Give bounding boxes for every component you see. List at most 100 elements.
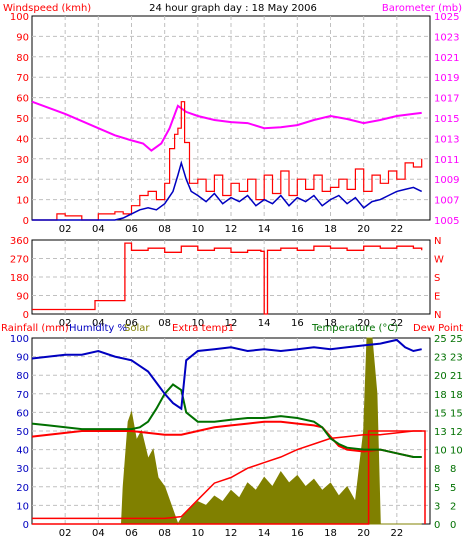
y-tick-label-barometer: 1025 [434, 12, 459, 23]
x-tick-label: 12 [225, 318, 238, 329]
y-tick-label-dew-point: 10 [450, 446, 463, 457]
y-tick-label-direction-degrees: 180 [10, 273, 29, 284]
series-group [31, 337, 426, 526]
grid [32, 16, 430, 220]
series-group [31, 100, 423, 221]
y-tick-label-temperature: 10 [434, 446, 447, 457]
y-tick-label-dew-point: 12 [450, 427, 463, 438]
x-tick-label: 16 [291, 528, 304, 539]
x-tick-label: 18 [324, 224, 337, 235]
x-tick-label: 04 [92, 318, 105, 329]
x-tick-label: 02 [59, 318, 72, 329]
y-tick-label-direction-compass: N [434, 310, 441, 321]
x-tick-label: 08 [158, 318, 171, 329]
series-dew_point-line [31, 420, 422, 458]
y-tick-label-dew-point: 8 [450, 464, 456, 475]
y-tick-label-direction-degrees: 360 [10, 236, 29, 247]
y-tick-label-temperature: 3 [434, 501, 440, 512]
x-tick-label: 14 [258, 224, 271, 235]
legend-extra-temp: Extra temp1 [172, 323, 234, 334]
panel-rain-humidity-temperature: 02 04 06 08 10 12 14 16 18 20 22010203040506070809… [10, 334, 463, 539]
series-humidity-line [31, 338, 422, 411]
windspeed-axis-label: Windspeed (kmh) [3, 3, 91, 14]
x-tick-label: 14 [258, 528, 271, 539]
y-tick-label-windspeed: 20 [16, 175, 29, 186]
x-tick-label: 16 [291, 224, 304, 235]
series-group [32, 242, 423, 315]
y-tick-label-humidity: 20 [16, 483, 29, 494]
x-tick-label: 04 [92, 224, 105, 235]
y-tick-label-temperature: 18 [434, 390, 447, 401]
y-tick-label-windspeed: 30 [16, 155, 29, 166]
x-tick-label: 08 [158, 528, 171, 539]
ticks: 02 04 06 08 10 12 14 16 18 20 22010203040506070809… [10, 334, 463, 539]
y-tick-label-humidity: 40 [16, 446, 29, 457]
y-tick-label-barometer: 1009 [434, 175, 459, 186]
panel-wind-barometer: 02 04 06 08 10 12 14 16 18 20 22 0 10 20 30 40 50 60 70 80 9… [10, 12, 460, 235]
y-tick-label-temperature: 5 [434, 483, 440, 494]
y-tick-label-temperature: 20 [434, 371, 447, 382]
series-solar-area [32, 337, 422, 526]
x-tick-label: 22 [390, 318, 403, 329]
y-tick-label-windspeed: 0 [23, 216, 29, 227]
x-tick-label: 10 [191, 318, 204, 329]
chart-title: 24 hour graph day : 18 May 2006 [149, 3, 317, 14]
x-tick-label: 22 [390, 224, 403, 235]
series-direction-line [32, 242, 423, 315]
y-tick-label-barometer: 1013 [434, 134, 459, 145]
y-tick-label-dew-point: 5 [450, 483, 456, 494]
series-wind-line [32, 160, 423, 221]
x-tick-label: 06 [125, 318, 138, 329]
x-tick-label: 20 [357, 318, 370, 329]
x-tick-label: 18 [324, 318, 337, 329]
x-tick-label: 02 [59, 528, 72, 539]
y-tick-label-humidity: 50 [16, 427, 29, 438]
legend-rainfall: Rainfall (mm) [1, 323, 69, 334]
x-tick-label: 10 [191, 224, 204, 235]
y-tick-label-barometer: 1017 [434, 94, 459, 105]
x-tick-label: 14 [258, 318, 271, 329]
y-tick-label-direction-compass: S [434, 273, 440, 284]
series-barometer-line [31, 100, 422, 152]
y-tick-label-direction-compass: W [434, 255, 444, 266]
y-tick-label-humidity: 100 [10, 334, 29, 345]
x-tick-label: 02 [59, 224, 72, 235]
y-tick-label-dew-point: 0 [450, 520, 456, 531]
y-tick-label-barometer: 1007 [434, 196, 459, 207]
x-tick-label: 12 [225, 224, 238, 235]
barometer-axis-label: Barometer (mb) [382, 3, 462, 14]
y-tick-label-temperature: 25 [434, 334, 447, 345]
x-tick-label: 06 [125, 528, 138, 539]
series-gust-line [32, 101, 423, 221]
y-tick-label-direction-compass: E [434, 292, 440, 303]
y-tick-label-windspeed: 70 [16, 73, 29, 84]
y-tick-label-direction-degrees: 0 [23, 310, 29, 321]
series-rainfall-line [32, 430, 426, 525]
x-tick-label: 16 [291, 318, 304, 329]
y-tick-label-dew-point: 18 [450, 390, 463, 401]
y-tick-label-humidity: 60 [16, 408, 29, 419]
y-tick-label-direction-compass: N [434, 236, 441, 247]
legend-dew-point: Dew Point [413, 323, 463, 334]
x-tick-label: 08 [158, 224, 171, 235]
y-tick-label-windspeed: 60 [16, 94, 29, 105]
series-temperature-line [31, 383, 422, 458]
legend-humidity: Humidity % [69, 323, 127, 334]
y-tick-label-barometer: 1011 [434, 155, 459, 166]
y-tick-label-temperature: 15 [434, 408, 447, 419]
x-tick-label: 12 [225, 528, 238, 539]
y-tick-label-temperature: 8 [434, 464, 440, 475]
y-tick-label-dew-point: 25 [450, 334, 463, 345]
y-tick-label-humidity: 70 [16, 390, 29, 401]
x-tick-label: 22 [390, 528, 403, 539]
series-extra_temp-line [32, 430, 422, 520]
y-tick-label-humidity: 10 [16, 501, 29, 512]
y-tick-label-windspeed: 80 [16, 53, 29, 64]
y-tick-label-barometer: 1005 [434, 216, 459, 227]
x-tick-label: 20 [357, 224, 370, 235]
y-tick-label-barometer: 1021 [434, 53, 459, 64]
y-tick-label-windspeed: 90 [16, 32, 29, 43]
y-tick-label-dew-point: 2 [450, 501, 456, 512]
